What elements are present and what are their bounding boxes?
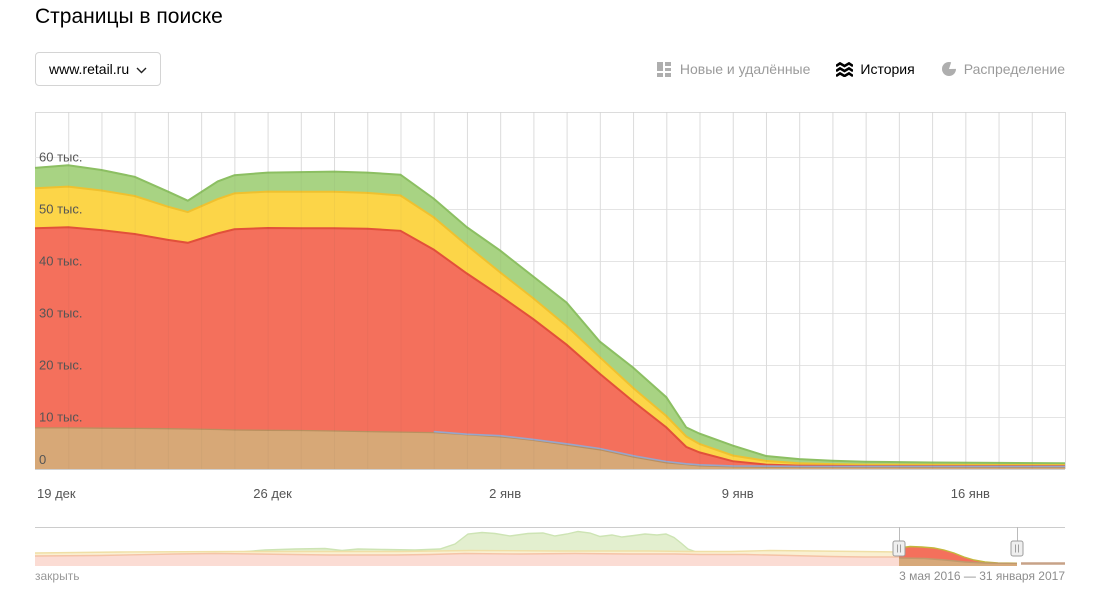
yellow-band-edge [34,185,1066,467]
x-axis-label: 19 дек [37,486,76,501]
y-axis-label: 10 тыс. [39,410,82,425]
y-axis-label: 60 тыс. [39,150,82,165]
y-axis-label: 50 тыс. [39,202,82,217]
page-title: Страницы в поиске [35,5,223,28]
brush-handle-left[interactable] [892,540,906,557]
y-axis-label: 40 тыс. [39,254,82,269]
green-band-edge [34,164,1066,465]
overview-pink-area [35,553,899,566]
tab-label: История [860,61,915,77]
site-selector[interactable]: www.retail.ru [35,52,162,86]
brush-handle-right[interactable] [1010,540,1024,557]
x-axis-label: 9 янв [722,486,754,501]
distribution-icon [941,61,957,77]
tab-label: Распределение [963,61,1065,77]
blue-line [433,430,1065,468]
overview-brush[interactable] [34,527,1065,566]
tab-distribution[interactable]: Распределение [941,61,1065,77]
x-axis-label: 26 дек [253,486,292,501]
chevron-down-icon [136,61,147,77]
close-link[interactable]: закрыть [35,569,80,583]
red-band-area [35,227,1065,469]
tab-label: Новые и удалённые [679,61,811,77]
bottom-tan-band-area [35,427,1065,469]
history-icon [836,61,854,77]
site-selector-value: www.retail.ru [49,61,130,77]
new-removed-icon [656,61,673,77]
date-range-label: 3 мая 2016 — 31 января 2017 [899,569,1065,583]
bottom-tan-band-edge [35,427,1065,469]
y-axis-label: 20 тыс. [39,358,82,373]
y-axis-label: 30 тыс. [39,306,82,321]
x-axis-label: 16 янв [951,486,990,501]
tab-history[interactable]: История [836,61,915,77]
view-tabs: Новые и удалённые История Распределение [656,61,1065,77]
y-axis-label: 0 [39,452,46,467]
main-history-chart[interactable]: 0 10 тыс. 20 тыс. 30 тыс. 40 тыс. 50 тыс. 60 т… [34,112,1066,501]
x-axis-label: 2 янв [489,486,521,501]
tab-new-removed[interactable]: Новые и удалённые [656,61,811,77]
